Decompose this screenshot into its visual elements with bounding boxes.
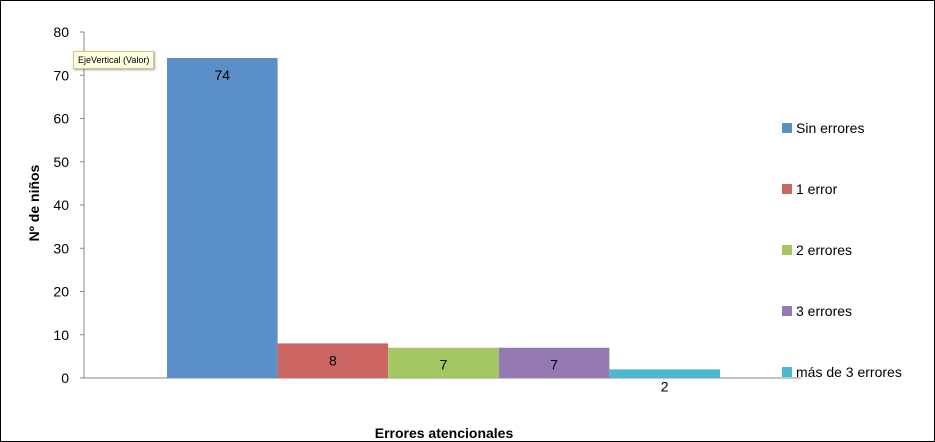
legend-label: Sin errores — [796, 120, 864, 136]
data-label: 7 — [550, 357, 558, 373]
y-tick-label: 40 — [53, 197, 69, 213]
axis-tooltip: EjeVertical (Valor) — [73, 51, 155, 69]
y-tick-label: 0 — [61, 370, 69, 386]
y-tick-label: 30 — [53, 240, 69, 256]
data-label: 74 — [215, 67, 231, 83]
legend-label: más de 3 errores — [796, 364, 902, 380]
legend-label: 3 errores — [796, 303, 852, 319]
y-tick-label: 20 — [53, 284, 69, 300]
legend-swatch — [782, 184, 792, 194]
x-axis-title: Errores atencionales — [375, 425, 514, 441]
legend: Sin errores 1 error 2 errores 3 errores más … — [782, 120, 902, 380]
y-tick-label: 60 — [53, 111, 69, 127]
y-tick-label: 50 — [53, 154, 69, 170]
bars — [167, 57, 720, 378]
bar[interactable] — [388, 347, 499, 378]
y-tick-label: 70 — [53, 67, 69, 83]
data-label: 2 — [661, 378, 669, 394]
legend-swatch — [782, 123, 792, 133]
legend-swatch — [782, 306, 792, 316]
bar[interactable] — [498, 347, 610, 378]
data-labels: 74 8 7 7 2 — [215, 67, 669, 394]
y-ticks: 0 10 20 30 40 50 60 70 80 — [53, 24, 84, 386]
legend-label: 2 errores — [796, 242, 852, 258]
y-tick-label: 80 — [53, 24, 69, 40]
bar[interactable] — [167, 57, 278, 378]
legend-swatch — [782, 245, 792, 255]
bar[interactable] — [277, 343, 389, 378]
legend-label: 1 error — [796, 181, 838, 197]
data-label: 8 — [329, 352, 337, 368]
legend-swatch — [782, 367, 792, 377]
data-label: 7 — [440, 357, 448, 373]
bar[interactable] — [609, 369, 720, 378]
y-tick-label: 10 — [53, 327, 69, 343]
y-axis-title: Nº de niños — [26, 164, 42, 241]
